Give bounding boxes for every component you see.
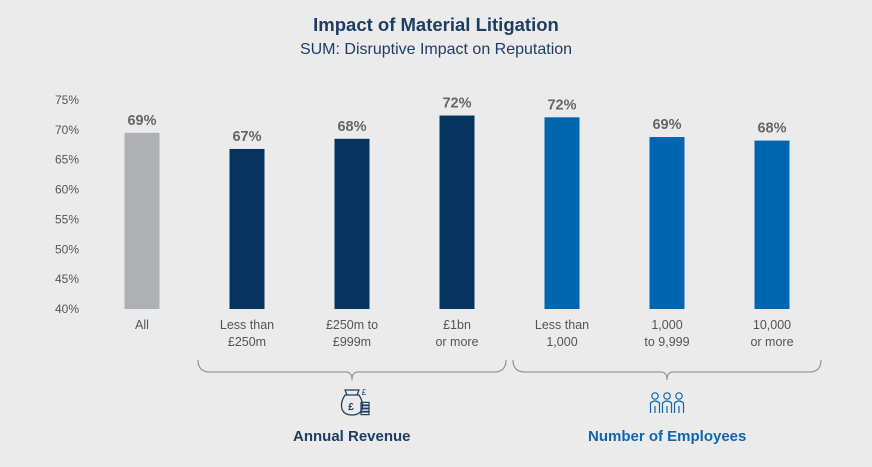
people-icon <box>649 392 685 413</box>
group-label-revenue: Annual Revenue <box>293 428 411 445</box>
y-axis: 40% 45% 50% 55% 60% 65% 70% 75% <box>55 93 79 316</box>
group-label-employees: Number of Employees <box>588 428 747 445</box>
pound-glyph-small: £ <box>362 388 367 397</box>
bar <box>649 137 685 309</box>
data-label: 68% <box>757 121 786 137</box>
x-tick-label: 10,000 <box>753 318 791 332</box>
data-labels: 69% 67% 68% 72% 72% 69% 68% <box>127 96 786 145</box>
x-tick-label: 1,000 <box>651 318 682 332</box>
y-tick-label: 45% <box>55 272 79 286</box>
coin <box>360 411 370 416</box>
bag-neck <box>344 389 360 396</box>
data-label: 72% <box>442 96 471 112</box>
person-body <box>649 400 661 413</box>
group-bracket <box>197 359 507 381</box>
bar <box>229 148 265 309</box>
y-tick-label: 60% <box>55 183 79 197</box>
y-tick-label: 55% <box>55 212 79 226</box>
coin <box>360 405 370 409</box>
data-label: 69% <box>127 113 156 129</box>
money-bag-icon: ££ <box>340 388 370 416</box>
chart-subtitle: SUM: Disruptive Impact on Reputation <box>299 41 573 58</box>
person-body <box>661 400 673 413</box>
x-tick-label: Less than <box>535 318 589 332</box>
group-brackets <box>197 359 822 381</box>
bar <box>439 115 475 309</box>
x-tick-label: or more <box>435 335 478 349</box>
bar <box>124 132 160 309</box>
coin <box>360 401 370 406</box>
x-tick-label: £250m to <box>326 318 378 332</box>
x-axis-labels: All Less than £250m £250m to £999m £1bn or mor… <box>135 318 794 349</box>
y-tick-label: 50% <box>55 242 79 256</box>
person-body <box>673 400 685 413</box>
x-tick-label: £999m <box>333 335 371 349</box>
x-tick-label: £250m <box>228 335 266 349</box>
x-tick-label: Less than <box>220 318 274 332</box>
data-label: 69% <box>652 117 681 133</box>
person-head <box>663 392 671 400</box>
x-tick-label: All <box>135 318 149 332</box>
person-head <box>675 392 683 400</box>
group-bracket <box>512 359 822 381</box>
bars <box>124 115 790 310</box>
pound-glyph: £ <box>348 402 354 413</box>
x-tick-label: to 9,999 <box>644 335 689 349</box>
data-label: 68% <box>337 119 366 135</box>
x-tick-label: £1bn <box>443 318 471 332</box>
y-tick-label: 75% <box>55 93 79 107</box>
person-head <box>651 392 659 400</box>
chart-title: Impact of Material Litigation <box>313 14 559 35</box>
data-label: 72% <box>547 97 576 113</box>
x-tick-label: or more <box>750 335 793 349</box>
bag-shape <box>340 394 364 416</box>
y-tick-label: 70% <box>55 123 79 137</box>
y-tick-label: 40% <box>55 302 79 316</box>
bar <box>754 140 790 309</box>
bar <box>334 138 370 309</box>
x-tick-label: 1,000 <box>546 335 577 349</box>
y-tick-label: 65% <box>55 153 79 167</box>
data-label: 67% <box>232 129 261 145</box>
bar <box>544 117 580 310</box>
